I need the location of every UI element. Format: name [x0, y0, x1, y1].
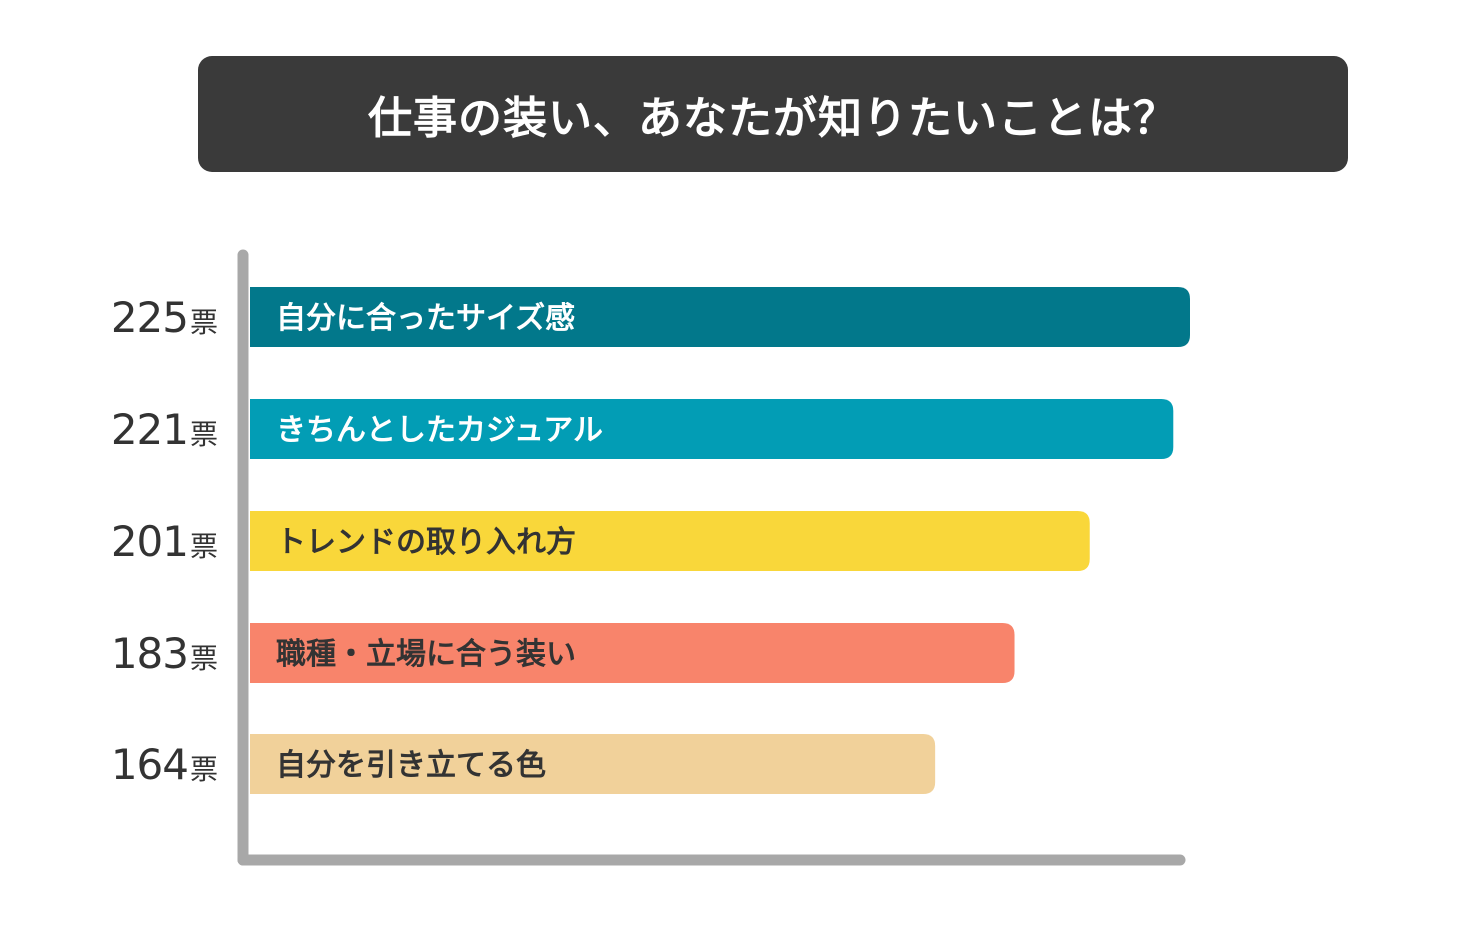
bar-4 — [250, 623, 1015, 683]
chart-title-box: 仕事の装い、あなたが知りたいことは？ — [198, 56, 1348, 172]
bar-1 — [250, 287, 1190, 347]
value-label-3: 201票 — [111, 517, 218, 566]
bar-label-3: トレンドの取り入れ方 — [276, 525, 576, 560]
bar-5 — [250, 734, 936, 794]
value-label-5: 164票 — [111, 740, 218, 789]
value-label-1: 225票 — [111, 293, 218, 342]
value-label-4: 183票 — [111, 629, 218, 678]
bar-3 — [250, 511, 1090, 571]
bar-label-2: きちんとしたカジュアル — [276, 413, 603, 448]
bar-2 — [250, 399, 1174, 459]
bar-label-4: 職種・立場に合う装い — [276, 637, 576, 672]
chart-title: 仕事の装い、あなたが知りたいことは？ — [368, 93, 1178, 144]
value-label-2: 221票 — [111, 405, 218, 454]
bar-label-5: 自分を引き立てる色 — [276, 748, 546, 783]
bar-label-1: 自分に合ったサイズ感 — [276, 301, 575, 336]
